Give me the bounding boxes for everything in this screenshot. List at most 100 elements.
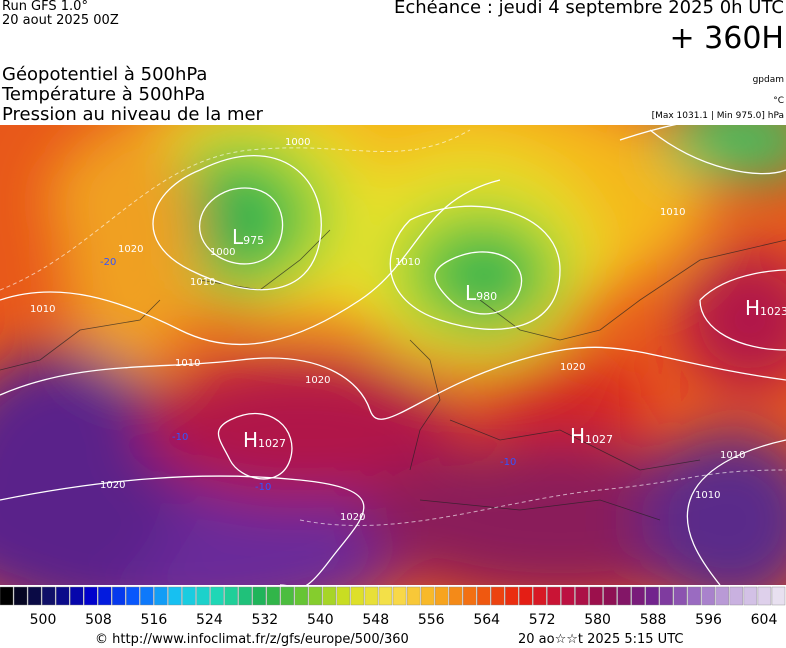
isobar-label: 1000 (210, 247, 235, 258)
scale-swatch (308, 586, 323, 606)
isobar-label: 1020 (340, 512, 365, 523)
scale-swatch (617, 586, 631, 606)
scale-swatch (673, 586, 687, 606)
scale-swatch (729, 586, 744, 606)
scale-swatch (350, 586, 365, 606)
scale-swatch (196, 586, 210, 606)
scale-swatch (13, 586, 28, 606)
map: L975 L980 H1023 H1027 H1027 (0, 125, 786, 585)
scale-swatch (715, 586, 730, 606)
scale-swatch (364, 586, 379, 606)
scale-swatch (561, 586, 575, 606)
isobar-label: 1020 (100, 480, 125, 491)
scale-swatch (420, 586, 435, 606)
scale-swatch (589, 586, 603, 606)
scale-swatch (210, 586, 224, 606)
scale-swatch (378, 586, 393, 606)
scale-swatch (112, 586, 126, 606)
source: © http://www.infoclimat.fr/z/gfs/europe/… (95, 632, 409, 647)
field: Géopotentiel à 500hPa (2, 64, 207, 85)
isobar-label: 1010 (30, 304, 55, 315)
isobar-label: 1010 (720, 450, 745, 461)
generated: 20 ao☆☆t 2025 5:15 UTC (518, 632, 683, 647)
scale-swatch (406, 586, 421, 606)
scale-swatch (126, 586, 140, 606)
scale-label: 524 (196, 612, 223, 628)
isobar-label: 1010 (190, 277, 215, 288)
scale-swatch (98, 586, 112, 606)
scale-swatch (757, 586, 772, 606)
scale-swatch (533, 586, 547, 606)
scale-swatch (575, 586, 589, 606)
scale-swatch (69, 586, 84, 606)
scale-swatch (84, 586, 98, 606)
scale-swatch (659, 586, 673, 606)
isobar-label: 1010 (395, 257, 420, 268)
scale-label: 532 (251, 612, 278, 628)
scale-swatch (462, 586, 477, 606)
pressure-center: L980 (465, 281, 497, 305)
scale-swatch (491, 586, 505, 606)
pressure-center: H1027 (570, 424, 613, 448)
temperature-label: -10 (255, 482, 271, 493)
unit: °C (773, 96, 784, 106)
isobar-label: 1000 (285, 137, 310, 148)
temperature-label: -10 (500, 457, 516, 468)
scale-label: 540 (307, 612, 334, 628)
scale-swatch (687, 586, 701, 606)
lead-time: + 360H (670, 21, 785, 56)
valid-time: Echéance : jeudi 4 septembre 2025 0h UTC (394, 0, 784, 18)
scale-swatch (505, 586, 519, 606)
scale-swatch (238, 586, 252, 606)
scale-swatch (55, 586, 70, 606)
scale-swatch (771, 586, 786, 606)
scale-swatch (322, 586, 337, 606)
run-date: 20 aout 2025 00Z (2, 13, 119, 28)
scale-swatch (645, 586, 659, 606)
pressure-center: L975 (232, 225, 264, 249)
isobar-label: 1020 (560, 362, 585, 373)
scale-label: 516 (141, 612, 168, 628)
scale-swatch (41, 586, 56, 606)
isobar-label: 1020 (305, 375, 330, 386)
scale-swatch (27, 586, 42, 606)
unit: [Max 1031.1 | Min 975.0] hPa (652, 111, 784, 121)
run: Run GFS 1.0° (2, 0, 88, 14)
scale-swatch (448, 586, 463, 606)
scale-swatch (477, 586, 491, 606)
scale-swatch (266, 586, 280, 606)
field: Température à 500hPa (1, 84, 205, 105)
scale-swatch (631, 586, 645, 606)
scale-label: 572 (529, 612, 556, 628)
color-scale: 500 508 516 524 532 540 548 556 564 572 580 588 596 6… (0, 586, 786, 628)
scale-label: 508 (85, 612, 112, 628)
scale-swatch (154, 586, 168, 606)
scale-swatch (392, 586, 407, 606)
scale-label: 548 (362, 612, 389, 628)
scale-swatch (252, 586, 266, 606)
scale-label: 500 (30, 612, 57, 628)
scale-swatch (294, 586, 308, 606)
field: Pression au niveau de la mer (2, 104, 264, 125)
scale-label: 588 (640, 612, 667, 628)
scale-swatch (280, 586, 294, 606)
isobar-label: 1010 (175, 358, 200, 369)
pressure-center: H1023 (745, 296, 786, 320)
scale-swatch (603, 586, 617, 606)
scale-label: 556 (418, 612, 445, 628)
scale-swatch (0, 586, 14, 606)
isobar-label: 1020 (118, 244, 143, 255)
scale-swatch (743, 586, 758, 606)
temperature-label: -10 (172, 432, 188, 443)
isobar-label: 1010 (660, 207, 685, 218)
scale-label: 564 (473, 612, 500, 628)
scale-swatch (434, 586, 449, 606)
scale-swatch (168, 586, 182, 606)
scale-swatch (519, 586, 533, 606)
scale-label: 580 (584, 612, 611, 628)
isobar-label: 1010 (695, 490, 720, 501)
scale-label: 604 (751, 612, 778, 628)
scale-swatch (547, 586, 561, 606)
pressure-center: H1027 (243, 428, 286, 452)
